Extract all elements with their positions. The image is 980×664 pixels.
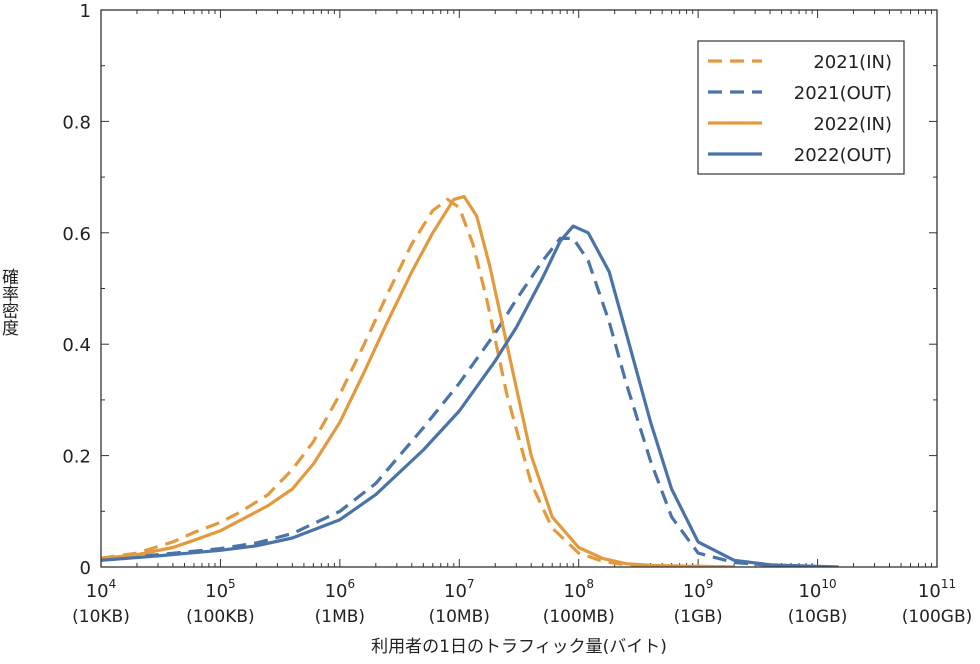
x-tick-sublabel: (1MB) [315, 607, 365, 627]
x-tick-sublabel: (100GB) [902, 607, 973, 627]
x-tick-exponent: 6 [347, 577, 355, 591]
x-tick-label: 105 [205, 577, 236, 602]
x-tick-exponent: 8 [586, 577, 594, 591]
x-tick-base: 10 [205, 581, 228, 602]
x-tick-sublabel: (100KB) [186, 607, 255, 627]
x-tick-base: 10 [683, 581, 706, 602]
series-lines [101, 195, 839, 567]
x-tick-sublabel: (10MB) [429, 607, 490, 627]
x-tick-base: 10 [444, 581, 467, 602]
y-tick-label: 1 [80, 1, 91, 22]
x-tick-label: 106 [325, 577, 356, 602]
x-tick-base: 10 [918, 581, 941, 602]
y-tick-label: 0.2 [62, 447, 91, 468]
legend-label: 2022(IN) [813, 114, 892, 135]
x-tick-exponent: 5 [228, 577, 236, 591]
x-tick-sublabel: (100MB) [543, 607, 615, 627]
series-line-2021(IN) [101, 197, 735, 567]
x-tick-sublabel: (10KB) [72, 607, 130, 627]
y-tick-label: 0 [80, 558, 91, 579]
x-tick-sublabel: (10GB) [788, 607, 848, 627]
x-tick-label: 108 [563, 577, 594, 602]
x-tick-exponent: 9 [706, 577, 714, 591]
legend-label: 2022(OUT) [794, 145, 892, 166]
y-tick-label: 0.8 [62, 112, 91, 133]
series-line-2022(OUT) [101, 224, 839, 567]
x-tick-base: 10 [563, 581, 586, 602]
x-tick-label: 1010 [798, 577, 836, 602]
x-tick-base: 10 [325, 581, 348, 602]
x-tick-sublabel: (1GB) [674, 607, 723, 627]
plot-frame [100, 9, 938, 568]
series-line-2022(IN) [101, 195, 735, 567]
legend-box [697, 40, 905, 175]
legend-label: 2021(OUT) [794, 83, 892, 104]
x-tick-label: 107 [444, 577, 475, 602]
x-axis-label: 利用者の1日のトラフィック量(バイト) [371, 637, 667, 657]
legend-label: 2021(IN) [813, 52, 892, 73]
x-tick-exponent: 7 [467, 577, 475, 591]
y-tick-label: 0.6 [62, 224, 91, 245]
y-tick-label: 0.4 [62, 335, 91, 356]
x-tick-base: 10 [798, 581, 821, 602]
x-tick-label: 1011 [918, 577, 956, 602]
y-axis-ticks: 0 0.2 0.4 0.6 0.8 1 [62, 1, 937, 579]
series-line-2021(OUT) [101, 236, 818, 567]
legend: 2021(IN) 2021(OUT) 2022(IN) 2022(OUT) [697, 40, 905, 175]
x-tick-base: 10 [86, 581, 109, 602]
x-tick-label: 109 [683, 577, 714, 602]
x-tick-exponent: 4 [109, 577, 117, 591]
x-tick-label: 104 [86, 577, 117, 602]
y-axis-label: 確率密度 [0, 268, 19, 336]
x-tick-exponent: 11 [941, 577, 956, 591]
x-tick-exponent: 10 [821, 577, 836, 591]
